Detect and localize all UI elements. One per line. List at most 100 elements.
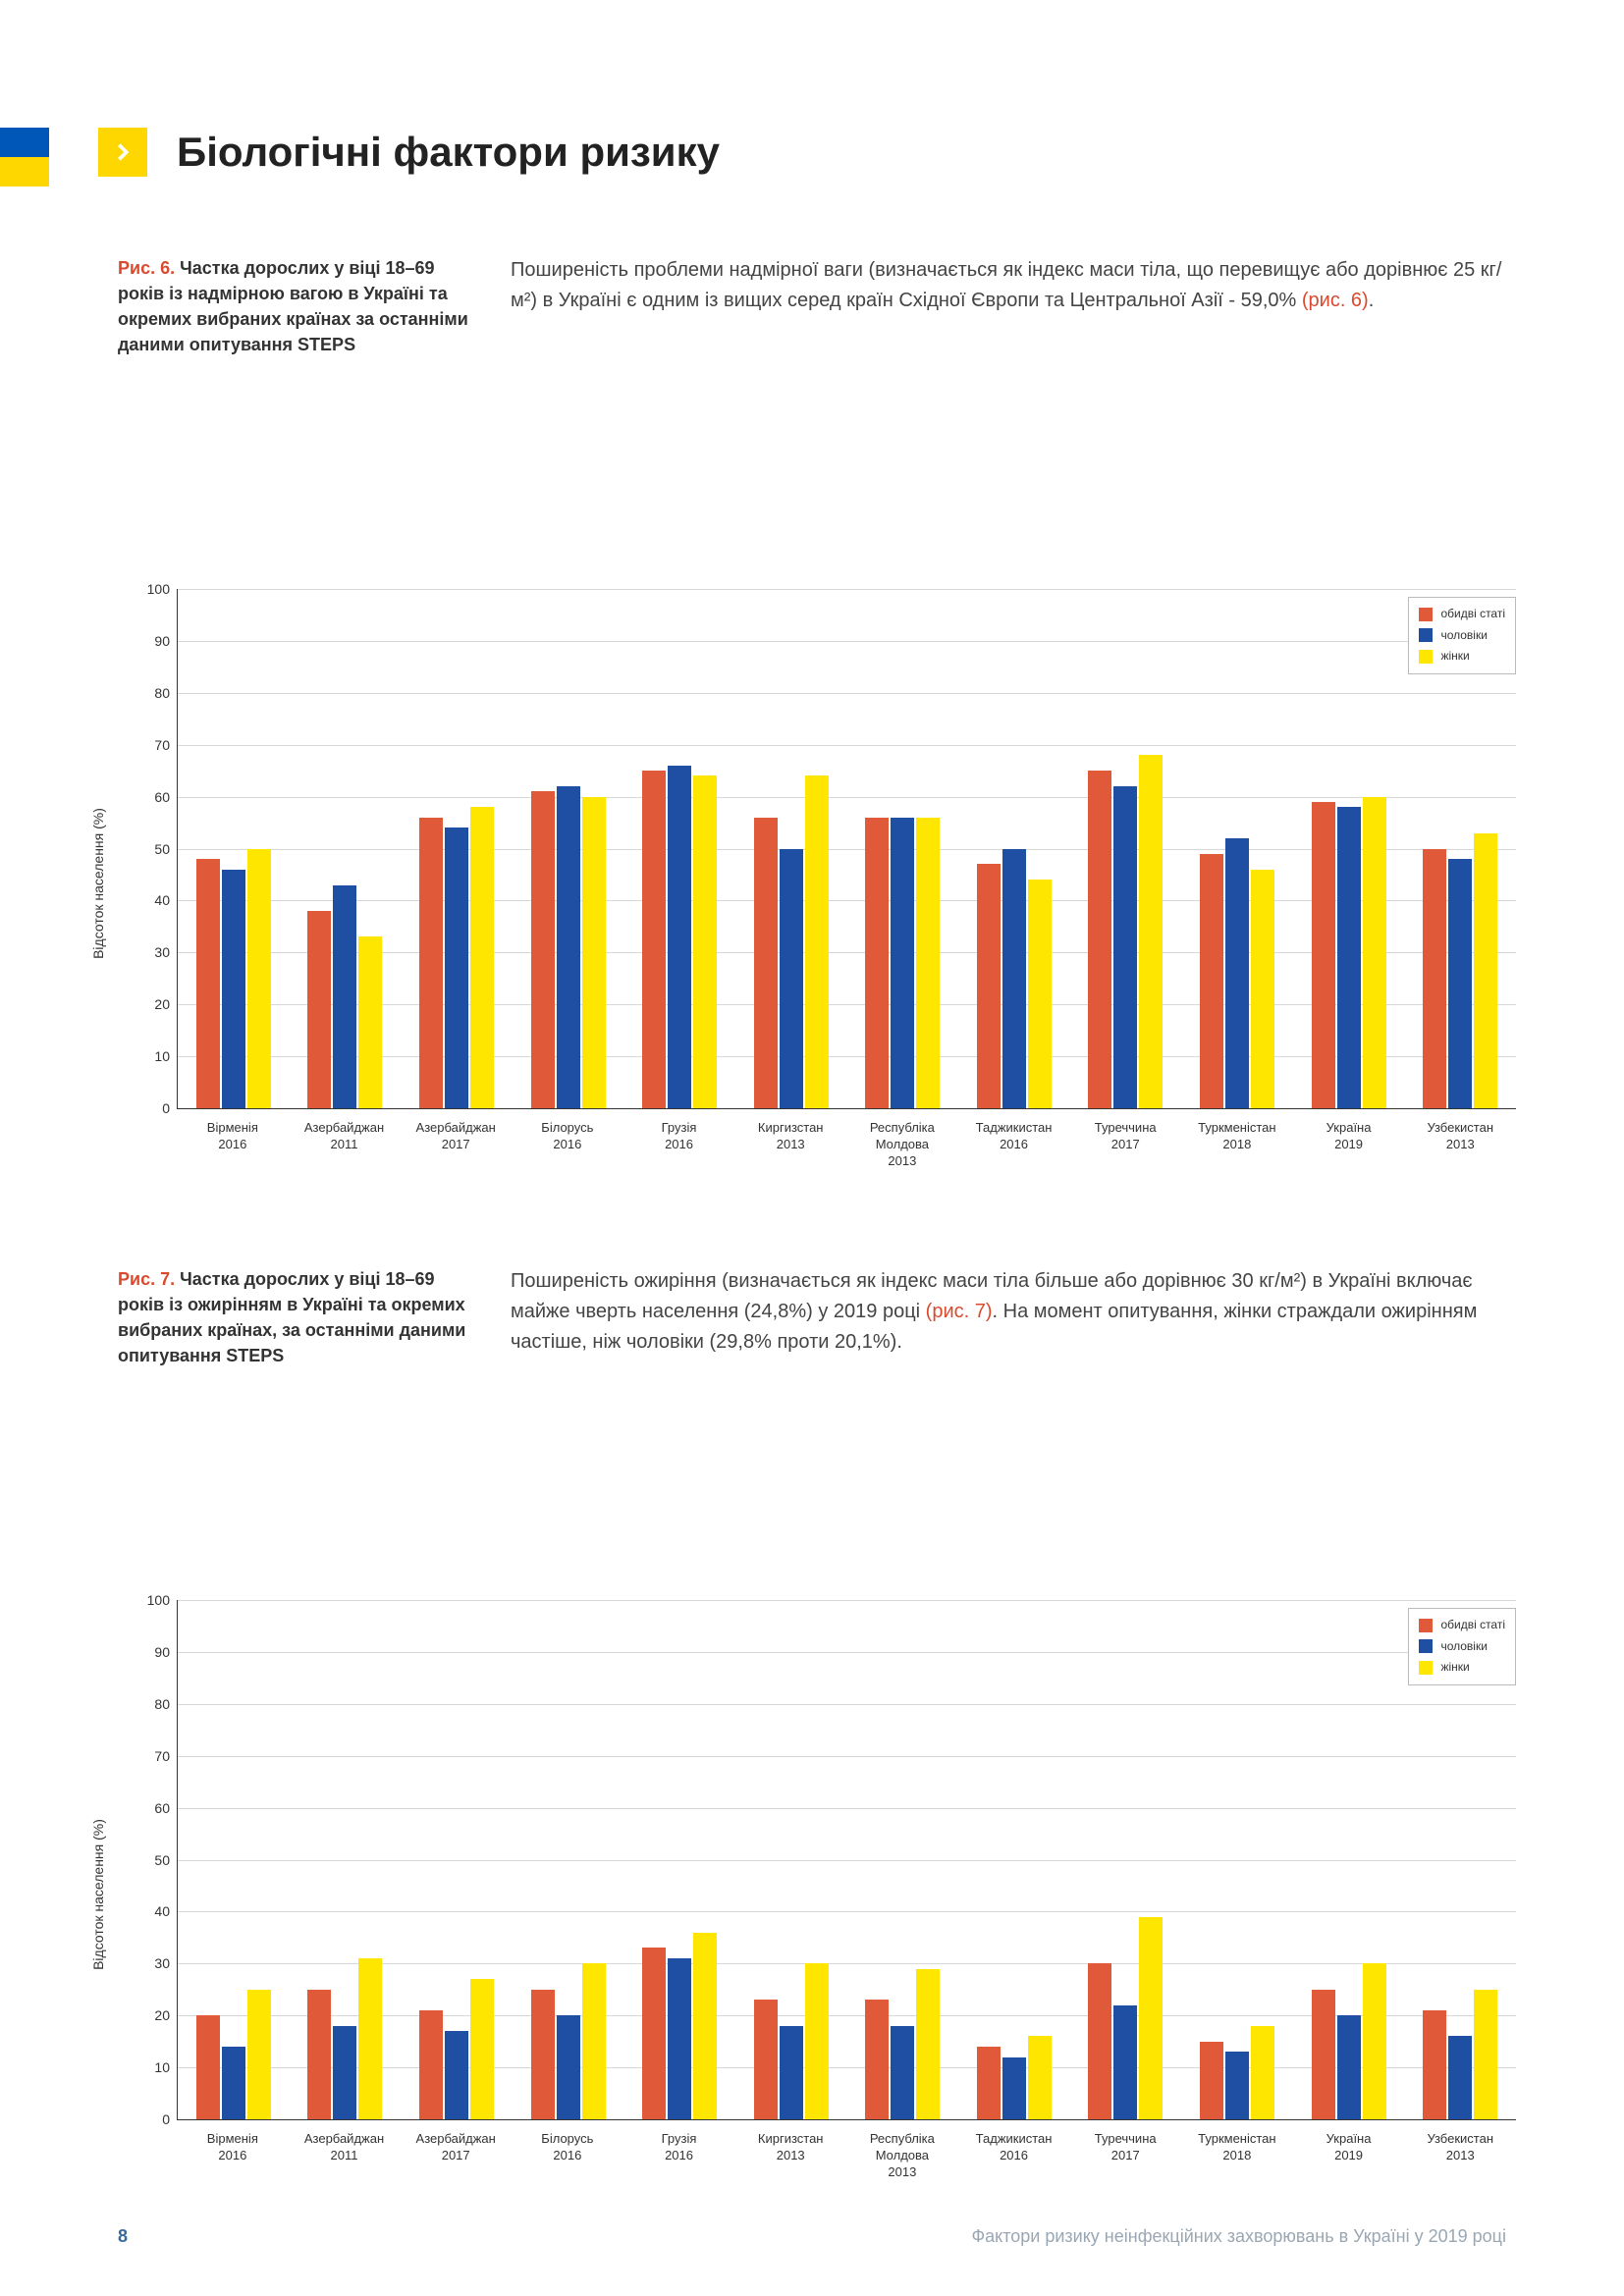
bar-group bbox=[1293, 1600, 1405, 2119]
bar bbox=[1200, 2042, 1223, 2119]
bar bbox=[1002, 2057, 1026, 2119]
bar bbox=[358, 1958, 382, 2119]
x-category: Туркменістан2018 bbox=[1181, 1114, 1293, 1188]
bar bbox=[1312, 1990, 1335, 2119]
page-number: 8 bbox=[118, 2226, 128, 2247]
bar bbox=[1423, 849, 1446, 1109]
bar-group bbox=[290, 589, 402, 1108]
legend-label: обидві статі bbox=[1440, 1615, 1505, 1636]
bar bbox=[1423, 2010, 1446, 2119]
bar bbox=[1363, 1963, 1386, 2119]
bar bbox=[1251, 2026, 1274, 2119]
y-tick: 70 bbox=[138, 1748, 170, 1764]
fig6-body-post: . bbox=[1369, 290, 1375, 311]
bar bbox=[333, 2026, 356, 2119]
legend: обидві статічоловікижінки bbox=[1408, 597, 1516, 674]
bar bbox=[1028, 880, 1052, 1108]
chart-fig6: Відсоток населення (%)010203040506070809… bbox=[118, 579, 1526, 1188]
fig7-caption: Рис. 7. Частка дорослих у віці 18–69 рок… bbox=[118, 1266, 471, 1368]
x-category: Азербайджан2011 bbox=[289, 1114, 401, 1188]
bar bbox=[582, 797, 606, 1108]
x-category: Вірменія2016 bbox=[177, 1114, 289, 1188]
y-tick: 30 bbox=[138, 944, 170, 960]
bar bbox=[916, 818, 940, 1108]
y-tick: 50 bbox=[138, 841, 170, 857]
bar bbox=[222, 2047, 245, 2119]
x-category: Білорусь2016 bbox=[512, 2125, 623, 2199]
legend-label: жінки bbox=[1440, 1657, 1469, 1679]
bar bbox=[1088, 771, 1111, 1108]
bar bbox=[1225, 2052, 1249, 2119]
x-category: Азербайджан2017 bbox=[400, 2125, 512, 2199]
legend-swatch bbox=[1419, 628, 1433, 642]
y-tick: 30 bbox=[138, 1955, 170, 1971]
x-category: Киргизстан2013 bbox=[734, 1114, 846, 1188]
bar bbox=[419, 2010, 443, 2119]
y-tick: 20 bbox=[138, 2007, 170, 2023]
bar-group bbox=[1181, 1600, 1293, 2119]
y-tick: 60 bbox=[138, 789, 170, 805]
legend-item: чоловіки bbox=[1419, 625, 1505, 647]
bar bbox=[445, 2031, 468, 2119]
bar bbox=[445, 828, 468, 1108]
header: Біологічні фактори ризику bbox=[98, 128, 720, 177]
footer: 8 Фактори ризику неінфекційних захворюва… bbox=[118, 2226, 1506, 2247]
bar-group bbox=[401, 589, 513, 1108]
bar bbox=[891, 2026, 914, 2119]
bar bbox=[891, 818, 914, 1108]
bar bbox=[977, 864, 1001, 1108]
legend-item: жінки bbox=[1419, 646, 1505, 667]
bar bbox=[1448, 859, 1472, 1108]
fig7-body: Поширеність ожиріння (визначається як ін… bbox=[511, 1266, 1506, 1358]
legend-swatch bbox=[1419, 1639, 1433, 1653]
y-tick: 90 bbox=[138, 633, 170, 649]
bar-group bbox=[178, 1600, 290, 2119]
bar bbox=[1474, 1990, 1497, 2119]
bar bbox=[557, 2015, 580, 2119]
bar-group bbox=[735, 1600, 847, 2119]
bar-group bbox=[1181, 589, 1293, 1108]
bar bbox=[333, 885, 356, 1108]
x-category: Азербайджан2017 bbox=[400, 1114, 512, 1188]
bar-group bbox=[178, 589, 290, 1108]
bar bbox=[1225, 838, 1249, 1108]
bar bbox=[531, 791, 555, 1108]
bar bbox=[196, 859, 220, 1108]
bar bbox=[865, 2000, 889, 2119]
x-category: Туркменістан2018 bbox=[1181, 2125, 1293, 2199]
flag-yellow bbox=[0, 157, 49, 187]
bar bbox=[1337, 807, 1361, 1108]
bar bbox=[531, 1990, 555, 2119]
x-category: Республіка Молдова2013 bbox=[846, 1114, 958, 1188]
bar bbox=[1113, 2005, 1137, 2119]
legend-label: чоловіки bbox=[1440, 625, 1487, 647]
y-tick: 60 bbox=[138, 1800, 170, 1816]
bar bbox=[1088, 1963, 1111, 2119]
bar bbox=[865, 818, 889, 1108]
bar bbox=[780, 849, 803, 1109]
x-axis-labels: Вірменія2016Азербайджан2011Азербайджан20… bbox=[177, 2125, 1516, 2199]
fig7-label: Рис. 7. bbox=[118, 1269, 175, 1289]
x-category: Узбекистан2013 bbox=[1404, 2125, 1516, 2199]
footer-text: Фактори ризику неінфекційних захворювань… bbox=[971, 2226, 1506, 2247]
section-fig6: Рис. 6. Частка дорослих у віці 18–69 рок… bbox=[118, 255, 1506, 357]
bar bbox=[247, 849, 271, 1109]
bar bbox=[754, 818, 778, 1108]
bar bbox=[754, 2000, 778, 2119]
y-tick: 10 bbox=[138, 1048, 170, 1064]
x-axis-labels: Вірменія2016Азербайджан2011Азербайджан20… bbox=[177, 1114, 1516, 1188]
bar bbox=[470, 1979, 494, 2119]
flag-blue bbox=[0, 128, 49, 157]
legend-swatch bbox=[1419, 1661, 1433, 1675]
fig7-ref: (рис. 7) bbox=[926, 1301, 993, 1322]
bar bbox=[642, 771, 666, 1108]
bar bbox=[307, 911, 331, 1108]
legend-item: обидві статі bbox=[1419, 604, 1505, 625]
legend-item: обидві статі bbox=[1419, 1615, 1505, 1636]
bar-group bbox=[623, 589, 735, 1108]
x-category: Таджикистан2016 bbox=[958, 2125, 1070, 2199]
y-tick: 90 bbox=[138, 1644, 170, 1660]
bar-group bbox=[846, 1600, 958, 2119]
x-category: Узбекистан2013 bbox=[1404, 1114, 1516, 1188]
bar-group bbox=[401, 1600, 513, 2119]
